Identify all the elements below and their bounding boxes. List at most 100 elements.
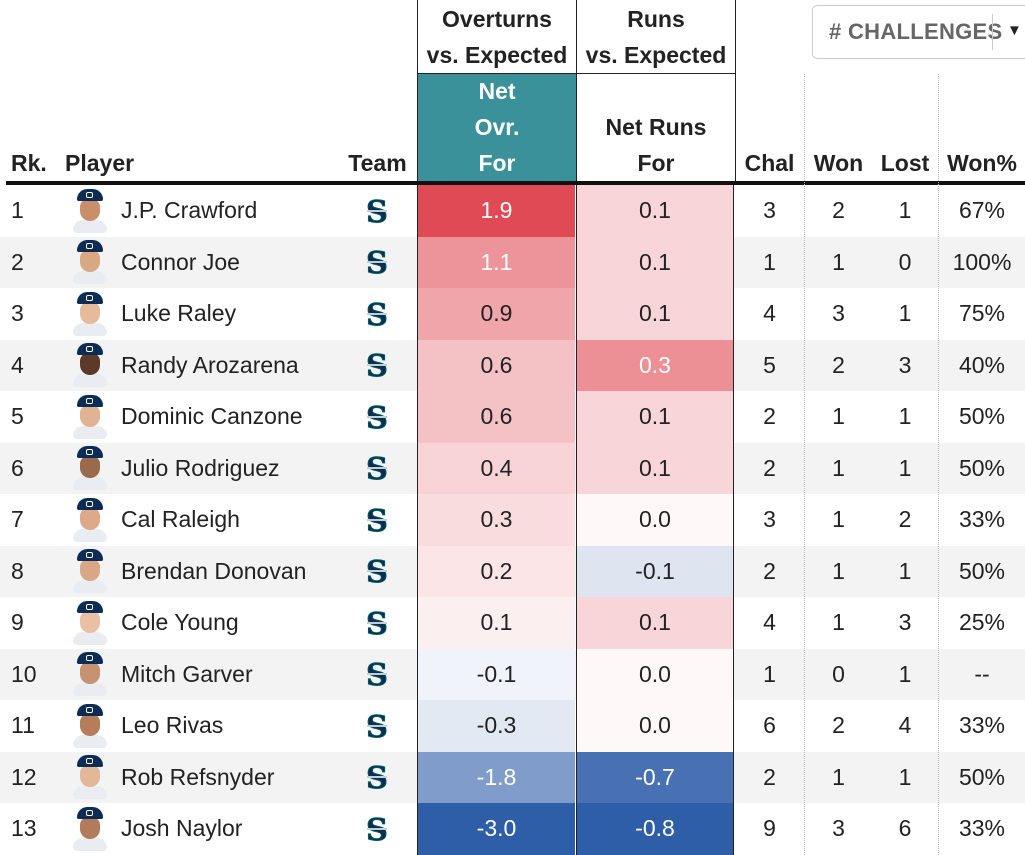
mariners-logo-icon: S: [362, 288, 392, 340]
avatar: [73, 446, 107, 491]
won-cell: 1: [832, 763, 845, 790]
player-name[interactable]: Dominic Canzone: [121, 403, 303, 430]
avatar: [73, 549, 107, 594]
chal-cell: 5: [763, 351, 776, 378]
player-name[interactable]: Mitch Garver: [121, 660, 253, 687]
table-row[interactable]: 2 Connor Joe S 1.1 0.1 1 1 0 100%: [0, 236, 1025, 289]
lost-cell: 1: [898, 403, 912, 430]
challenges-dropdown[interactable]: # CHALLENGES ▼: [812, 5, 1025, 59]
player-photo: [71, 237, 109, 289]
table-row[interactable]: 5 Dominic Canzone S 0.6 0.1 2 1 1 50%: [0, 391, 1025, 443]
net-ovr-cell: -1.8: [417, 751, 575, 803]
rank-cell: 4: [11, 351, 24, 378]
mariners-logo-icon: S: [362, 494, 392, 546]
avatar: [73, 600, 107, 645]
lost-cell: 3: [898, 351, 912, 378]
player-photo: [71, 546, 109, 598]
lost-cell: 1: [898, 660, 912, 687]
net-ovr-cell: -0.3: [417, 700, 575, 752]
won-cell: 1: [832, 403, 845, 430]
player-photo: [71, 185, 109, 237]
col-header-team[interactable]: Team: [348, 150, 407, 176]
col-header-lost[interactable]: Lost: [880, 150, 930, 176]
net-runs-cell: 0.1: [576, 185, 734, 237]
player-name[interactable]: Julio Rodriguez: [121, 454, 280, 481]
lost-cell: 0: [898, 248, 912, 275]
lost-cell: 1: [898, 454, 912, 481]
player-name[interactable]: J.P. Crawford: [121, 197, 258, 224]
avatar: [73, 806, 107, 851]
won-cell: 3: [832, 300, 845, 327]
chal-cell: 2: [763, 403, 776, 430]
net-ovr-cell: 0.9: [417, 288, 575, 340]
table-row[interactable]: 6 Julio Rodriguez S 0.4 0.1 2 1 1 50%: [0, 442, 1025, 494]
rank-cell: 12: [11, 763, 37, 790]
face: [80, 662, 100, 685]
col-header-net-ovr[interactable]: Net Ovr. For: [417, 74, 576, 182]
chal-cell: 3: [763, 506, 776, 533]
col-header-net-ovr-line2: Ovr.: [474, 114, 520, 140]
caret-down-icon[interactable]: ▼: [1007, 22, 1022, 39]
won-cell: 2: [832, 351, 845, 378]
rank-cell: 1: [11, 197, 24, 224]
avatar: [73, 240, 107, 285]
player-name[interactable]: Josh Naylor: [121, 815, 243, 842]
player-name[interactable]: Luke Raley: [121, 300, 237, 327]
table-row[interactable]: 13 Josh Naylor S -3.0 -0.8 9 3 6 33%: [0, 803, 1025, 855]
lost-cell: 6: [898, 815, 912, 842]
col-header-chal[interactable]: Chal: [744, 150, 795, 176]
won-cell: 1: [832, 506, 845, 533]
won-cell: 2: [832, 712, 845, 739]
net-runs-cell: -0.7: [576, 751, 734, 803]
player-name[interactable]: Connor Joe: [121, 248, 240, 275]
won-pct-cell: 50%: [958, 454, 1006, 481]
won-pct-cell: 25%: [958, 609, 1006, 636]
chal-cell: 2: [763, 557, 776, 584]
chal-cell: 9: [763, 815, 776, 842]
net-ovr-cell: 0.1: [417, 597, 575, 649]
rank-cell: 8: [11, 557, 24, 584]
player-name[interactable]: Brendan Donovan: [121, 557, 307, 584]
lost-cell: 3: [898, 609, 912, 636]
avatar: [73, 343, 107, 388]
table-row[interactable]: 1 J.P. Crawford S 1.9 0.1 3 2 1 67%: [0, 185, 1025, 237]
rank-cell: 3: [11, 300, 24, 327]
avatar: [73, 652, 107, 697]
table-row[interactable]: 8 Brendan Donovan S 0.2 -0.1 2 1 1 50%: [0, 545, 1025, 598]
table-row[interactable]: 11 Leo Rivas S -0.3 0.0 6 2 4 33%: [0, 700, 1025, 752]
column-divider: [938, 74, 939, 855]
player-photo: [71, 649, 109, 701]
won-pct-cell: 40%: [958, 351, 1006, 378]
chal-cell: 4: [763, 300, 776, 327]
col-header-player[interactable]: Player: [65, 150, 135, 176]
table-row[interactable]: 9 Cole Young S 0.1 0.1 4 1 3 25%: [0, 597, 1025, 649]
face: [80, 301, 100, 324]
rank-cell: 10: [11, 660, 37, 687]
player-name[interactable]: Leo Rivas: [121, 712, 224, 739]
avatar: [73, 188, 107, 233]
net-ovr-cell: 0.3: [417, 494, 575, 546]
player-name[interactable]: Cole Young: [121, 609, 239, 636]
table-row[interactable]: 7 Cal Raleigh S 0.3 0.0 3 1 2 33%: [0, 494, 1025, 546]
net-ovr-cell: 0.6: [417, 391, 575, 443]
player-name[interactable]: Cal Raleigh: [121, 506, 240, 533]
col-header-won-pct[interactable]: Won%: [947, 150, 1017, 176]
chal-cell: 2: [763, 763, 776, 790]
mariners-logo-icon: S: [362, 803, 392, 855]
table-row[interactable]: 10 Mitch Garver S -0.1 0.0 1 0 1 --: [0, 648, 1025, 701]
avatar: [73, 394, 107, 439]
col-header-won[interactable]: Won: [813, 150, 864, 176]
won-cell: 3: [832, 815, 845, 842]
table-row[interactable]: 3 Luke Raley S 0.9 0.1 4 3 1 75%: [0, 288, 1025, 340]
net-runs-cell: 0.3: [576, 339, 734, 391]
col-header-net-runs[interactable]: Net Runs For: [576, 74, 736, 182]
net-runs-cell: 0.0: [576, 648, 734, 700]
won-cell: 2: [832, 197, 845, 224]
table-row[interactable]: 12 Rob Refsnyder S -1.8 -0.7 2 1 1 50%: [0, 751, 1025, 804]
player-name[interactable]: Rob Refsnyder: [121, 763, 275, 790]
table-row[interactable]: 4 Randy Arozarena S 0.6 0.3 5 2 3 40%: [0, 339, 1025, 391]
mariners-logo-icon: S: [362, 752, 392, 804]
col-header-rank[interactable]: Rk.: [11, 150, 47, 176]
column-divider: [804, 74, 805, 855]
player-name[interactable]: Randy Arozarena: [121, 351, 299, 378]
